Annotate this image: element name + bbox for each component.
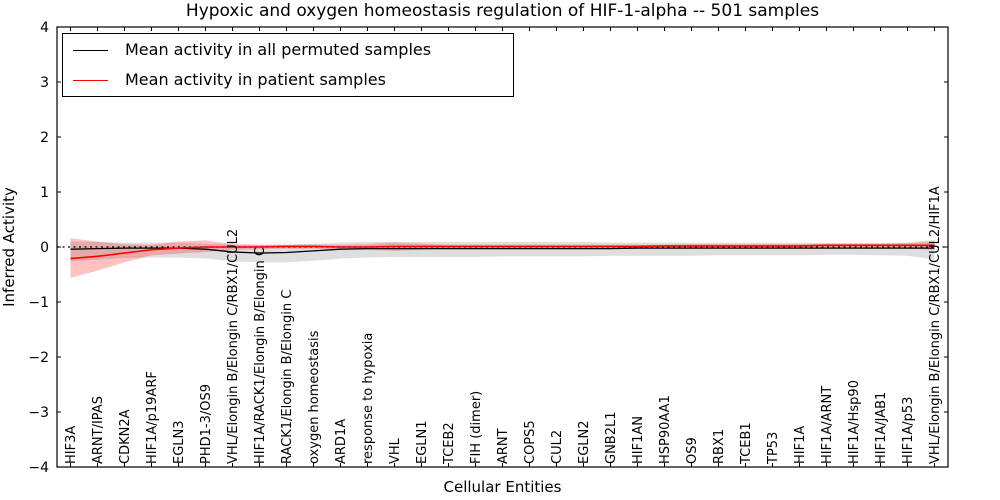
- y-tick-label: −3: [28, 405, 49, 421]
- x-tick-label: ARNT: [496, 428, 511, 464]
- x-tick-label: ARNT/IPAS: [91, 396, 106, 464]
- x-tick-label: HIF1A/ARNT: [820, 386, 835, 464]
- red-line-sample: [73, 79, 108, 81]
- x-tick-label: EGLN3: [172, 420, 187, 464]
- x-tick-label: HIF1A/p53: [901, 397, 916, 464]
- x-tick-label: GNB2L1: [604, 411, 619, 464]
- y-tick-label: −1: [28, 295, 49, 311]
- x-tick-label: EGLN1: [415, 420, 430, 464]
- permuted-mean-line: [70, 247, 935, 254]
- x-tick-label: ARD1A: [334, 419, 349, 464]
- y-tick-label: 3: [40, 75, 49, 91]
- x-tick-label: HIF3A: [64, 426, 79, 464]
- x-axis-label: Cellular Entities: [444, 478, 562, 496]
- y-tick-label: −4: [28, 460, 49, 476]
- x-tick-label: CUL2: [550, 430, 565, 464]
- y-axis-label: Inferred Activity: [0, 187, 18, 307]
- x-tick-label: PHD1-3/OS9: [199, 384, 214, 464]
- x-tick-label: HSP90AA1: [658, 395, 673, 464]
- legend-label-patient: Mean activity in patient samples: [125, 70, 386, 89]
- x-tick-label: HIF1A/p19ARF: [145, 371, 160, 464]
- y-tick-label: 0: [40, 240, 49, 256]
- x-tick-label: oxygen homeostasis: [307, 330, 322, 464]
- x-tick-label: VHL/Elongin B/Elongin C/RBX1/CUL2: [226, 229, 241, 464]
- x-tick-label: RBX1: [712, 429, 727, 464]
- patient-mean-line: [70, 244, 935, 260]
- x-tick-label: OS9: [685, 437, 700, 464]
- x-tick-label: FIH (dimer): [469, 391, 484, 464]
- y-tick-label: 4: [40, 20, 49, 36]
- x-tick-label: RACK1/Elongin B/Elongin C: [280, 290, 295, 464]
- legend: Mean activity in all permuted samples Me…: [62, 33, 514, 97]
- x-tick-label: COPS5: [523, 420, 538, 464]
- x-tick-label: HIF1A/JAB1: [874, 392, 889, 464]
- x-tick-label: HIF1A/RACK1/Elongin B/Elongin C: [253, 247, 268, 464]
- legend-item-permuted: Mean activity in all permuted samples: [73, 37, 513, 63]
- x-tick-label: TP53: [766, 432, 781, 465]
- y-tick-label: 1: [40, 185, 49, 201]
- x-tick-label: HIF1A: [793, 426, 808, 464]
- x-tick-label: response to hypoxia: [361, 333, 376, 464]
- x-tick-label: VHL/Elongin B/Elongin C/RBX1/CUL2/HIF1A: [928, 186, 943, 464]
- legend-item-patient: Mean activity in patient samples: [73, 67, 513, 93]
- x-tick-label: TCEB2: [442, 422, 457, 465]
- x-tick-label: HIF1A/Hsp90: [847, 380, 862, 464]
- x-tick-label: TCEB1: [739, 422, 754, 465]
- x-tick-label: HIF1AN: [631, 416, 646, 464]
- chart-title: Hypoxic and oxygen homeostasis regulatio…: [185, 1, 820, 21]
- y-tick-label: −2: [28, 350, 49, 366]
- x-tick-label: VHL: [388, 437, 403, 464]
- legend-label-permuted: Mean activity in all permuted samples: [125, 40, 432, 59]
- x-tick-label: EGLN2: [577, 420, 592, 464]
- y-tick-label: 2: [40, 130, 49, 146]
- black-line-sample: [73, 49, 108, 51]
- x-tick-label: CDKN2A: [118, 409, 133, 464]
